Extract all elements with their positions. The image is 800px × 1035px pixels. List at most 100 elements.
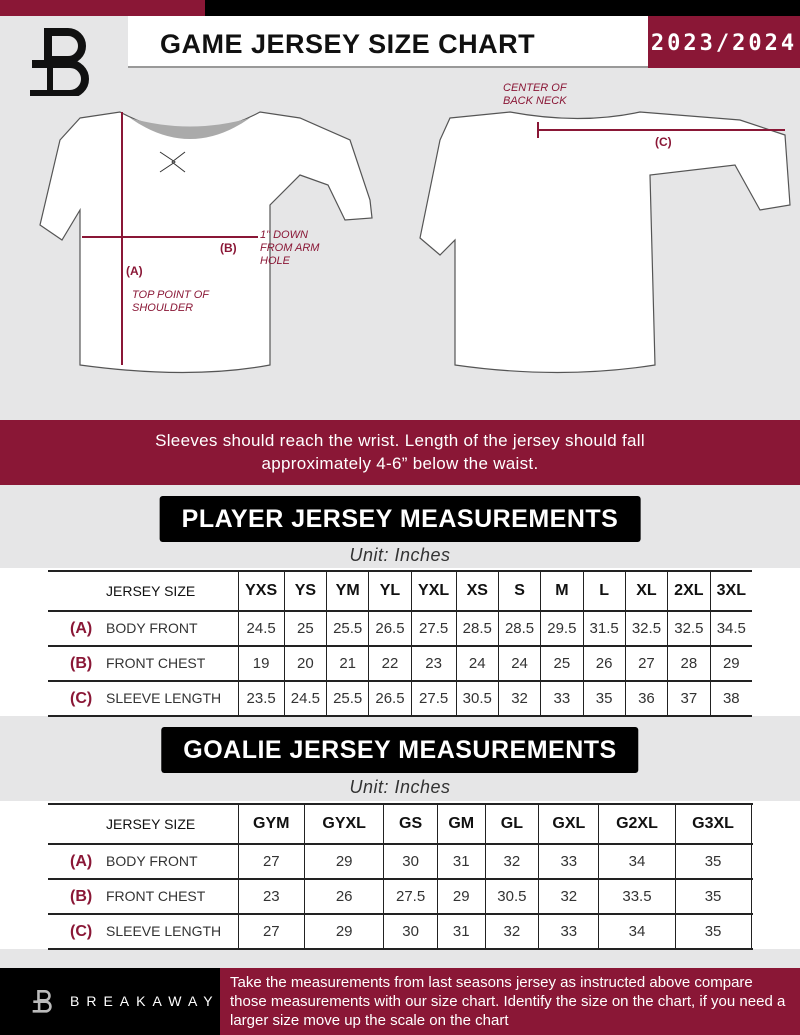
footer-instructions: Take the measurements from last seasons … (220, 968, 800, 1035)
row-letter: (A) (70, 619, 93, 637)
table-row: (A) BODY FRONT 27 29 30 31 32 33 34 35 (48, 843, 752, 880)
value-cell: 25.5 (326, 610, 369, 647)
value-cell: 24 (497, 645, 541, 682)
value-cell: 30 (383, 843, 438, 880)
value-cell: 32 (484, 843, 539, 880)
value-cell: 32 (538, 878, 599, 915)
table-row: (A) BODY FRONT 24.5 25 25.5 26.5 27.5 28.5 28.5 2… (48, 610, 752, 647)
value-cell: 27 (237, 913, 305, 950)
row-label-cell: (B) FRONT CHEST (48, 645, 238, 682)
size-header-cell: XS (455, 570, 499, 612)
jersey-size-label: JERSEY SIZE (48, 570, 238, 612)
value-cell (750, 913, 752, 950)
goalie-section-title: GOALIE JERSEY MEASUREMENTS (161, 727, 639, 773)
value-cell: 34 (598, 843, 675, 880)
value-cell: 27.5 (410, 610, 457, 647)
value-cell: 34 (598, 913, 675, 950)
center-back-neck-note: CENTER OF BACK NECK (503, 82, 567, 107)
player-table: JERSEY SIZE YXS YS YM YL YXL XS S M L XL 2XL 3XL (A) B… (48, 570, 752, 717)
value-cell: 35 (674, 843, 752, 880)
value-cell: 26.5 (368, 610, 412, 647)
player-unit: Unit: Inches (349, 545, 451, 565)
size-header-cell: S (497, 570, 541, 612)
value-cell: 38 (709, 680, 752, 717)
jersey-size-label: JERSEY SIZE (48, 803, 238, 845)
size-header-cell: 3XL (709, 570, 752, 612)
value-cell: 23.5 (237, 680, 285, 717)
label-a: (A) (126, 264, 143, 278)
value-cell: 25 (540, 645, 583, 682)
size-header-cell: GM (436, 803, 486, 845)
value-cell: 27 (624, 645, 668, 682)
row-label-cell: (A) BODY FRONT (48, 843, 238, 880)
value-cell: 28 (667, 645, 711, 682)
row-label: BODY FRONT (106, 619, 198, 636)
size-header-cell: YXS (237, 570, 285, 612)
value-cell: 22 (368, 645, 412, 682)
table-row: (C) SLEEVE LENGTH 27 29 30 31 32 33 34 35 (48, 913, 752, 950)
value-cell: 20 (283, 645, 327, 682)
value-cell (750, 843, 752, 880)
value-cell: 34.5 (709, 610, 752, 647)
size-header-cell: G2XL (598, 803, 675, 845)
value-cell: 35 (674, 913, 752, 950)
size-header-cell: 2XL (667, 570, 711, 612)
value-cell: 23 (410, 645, 457, 682)
value-cell: 26 (304, 878, 384, 915)
value-cell: 33 (538, 843, 599, 880)
value-cell: 21 (326, 645, 369, 682)
value-cell: 35 (582, 680, 626, 717)
row-letter: (B) (70, 654, 93, 672)
size-header-cell: GXL (538, 803, 599, 845)
size-header-cell: YS (283, 570, 327, 612)
row-label: BODY FRONT (106, 852, 198, 869)
size-header-cell: L (582, 570, 626, 612)
value-cell: 29.5 (540, 610, 583, 647)
value-cell: 24 (455, 645, 499, 682)
table-row: (B) FRONT CHEST 23 26 27.5 29 30.5 32 33.5 35 (48, 878, 752, 915)
row-letter: (B) (70, 887, 93, 905)
value-cell: 31 (436, 913, 486, 950)
arm-hole-note: 1" DOWN FROM ARM HOLE (260, 229, 320, 267)
value-cell (750, 878, 752, 915)
value-cell: 37 (667, 680, 711, 717)
value-cell: 31 (436, 843, 486, 880)
value-cell: 30.5 (484, 878, 539, 915)
value-cell: 23 (237, 878, 305, 915)
size-header-cell: YL (368, 570, 412, 612)
value-cell: 19 (237, 645, 285, 682)
size-header-cell: GYM (237, 803, 305, 845)
size-header-cell (750, 803, 752, 845)
fit-instruction-banner: Sleeves should reach the wrist. Length o… (0, 420, 800, 485)
value-cell: 30.5 (455, 680, 499, 717)
goalie-table: JERSEY SIZE GYM GYXL GS GM GL GXL G2XL G3XL (A) BO… (48, 803, 752, 950)
size-header-cell: GS (383, 803, 438, 845)
row-label-cell: (C) SLEEVE LENGTH (48, 913, 238, 950)
player-section-title: PLAYER JERSEY MEASUREMENTS (159, 496, 641, 542)
value-cell: 24.5 (237, 610, 285, 647)
value-cell: 29 (709, 645, 752, 682)
value-cell: 29 (436, 878, 486, 915)
size-header-cell: XL (624, 570, 668, 612)
row-label: FRONT CHEST (106, 654, 206, 671)
row-letter: (C) (70, 689, 93, 707)
top-black-bar (205, 0, 800, 16)
value-cell: 33 (538, 913, 599, 950)
jersey-diagram (39, 111, 791, 374)
table-row: (C) SLEEVE LENGTH 23.5 24.5 25.5 26.5 27.5 30.5… (48, 680, 752, 717)
value-cell: 25.5 (326, 680, 369, 717)
size-header-cell: GL (484, 803, 539, 845)
value-cell: 32 (484, 913, 539, 950)
row-label-cell: (C) SLEEVE LENGTH (48, 680, 238, 717)
value-cell: 28.5 (497, 610, 541, 647)
season-badge: 2023/2024 (648, 16, 800, 68)
row-label: SLEEVE LENGTH (106, 922, 222, 939)
size-header-cell: YM (326, 570, 369, 612)
value-cell: 26.5 (368, 680, 412, 717)
breakaway-logo (30, 28, 89, 96)
table-row: (B) FRONT CHEST 19 20 21 22 23 24 24 25 26 27 28 29 (48, 645, 752, 682)
top-accent-bar (0, 0, 205, 16)
row-label-cell: (A) BODY FRONT (48, 610, 238, 647)
row-label: SLEEVE LENGTH (106, 689, 222, 706)
size-header-row: JERSEY SIZE YXS YS YM YL YXL XS S M L XL 2XL 3XL (48, 570, 752, 612)
